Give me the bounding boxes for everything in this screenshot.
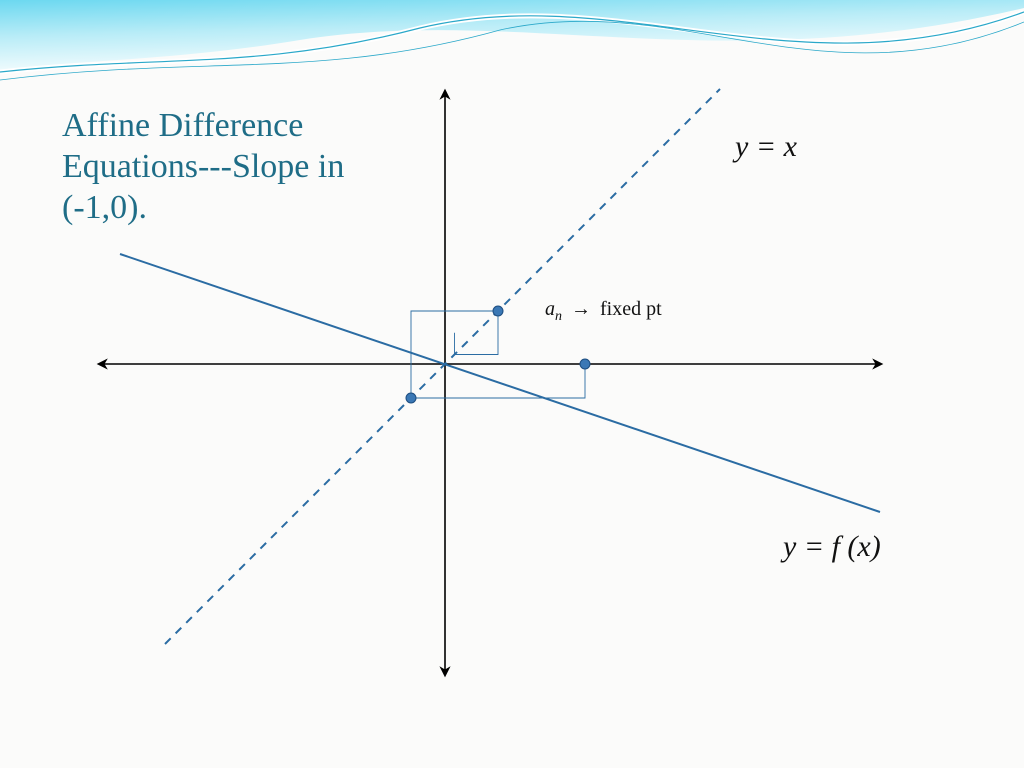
data-point [580,359,590,369]
label-fixed-point: an → fixed pt [545,298,662,325]
label-y-equals-fx: y = f (x) [783,530,881,564]
slide-root: Affine Difference Equations---Slope in (… [0,0,1024,768]
data-point [493,306,503,316]
plot-svg [0,0,1024,768]
line-y-equals-fx [120,254,880,512]
line-y-equals-x [165,89,720,644]
data-point [406,393,416,403]
label-y-equals-x: y = x [735,130,797,164]
